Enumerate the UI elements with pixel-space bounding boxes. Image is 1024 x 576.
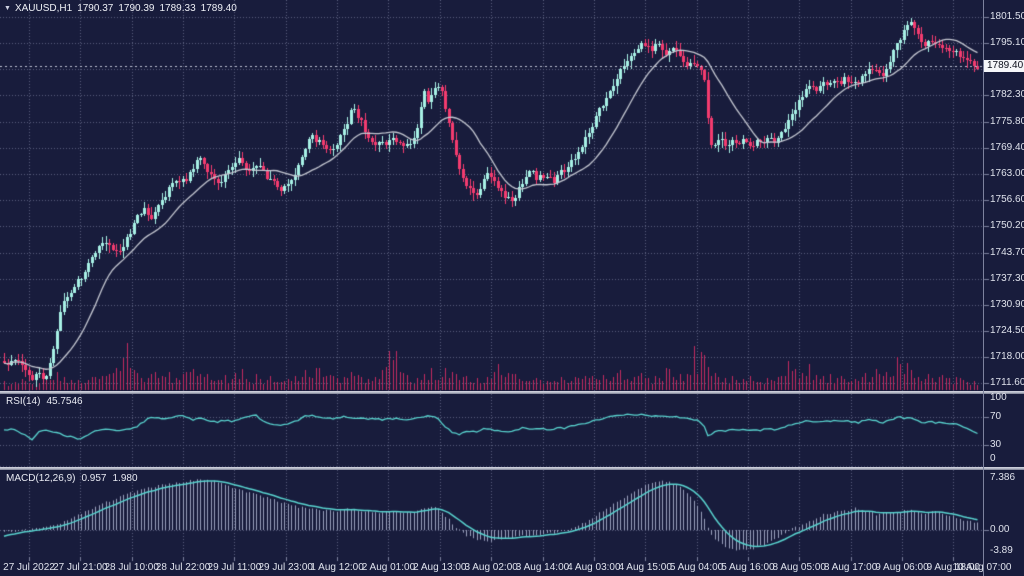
time-axis-label: 2 Aug 13:00 [413, 562, 467, 573]
time-axis-label: 3 Aug 02:00 [464, 562, 518, 573]
time-axis-label: 3 Aug 14:00 [515, 562, 570, 573]
price-axis-label: 1763.00 [990, 168, 1024, 179]
symbol-timeframe-label: XAUUSD,H1 [14, 3, 73, 14]
time-axis-label: 4 Aug 15:00 [618, 562, 672, 573]
time-axis-label: 2 Aug 01:00 [361, 562, 416, 573]
price-axis-label: 1782.30 [990, 89, 1024, 100]
macd-signal-value: 1.980 [112, 473, 138, 484]
price-axis[interactable]: 1801.501795.101788.701782.301775.801769.… [984, 0, 1024, 576]
price-axis-label: 1769.40 [990, 142, 1024, 153]
time-axis-label: 9 Aug 06:00 [875, 562, 929, 573]
macd-main-value: 0.957 [81, 473, 107, 484]
collapse-arrow-icon[interactable]: ▼ [4, 5, 11, 12]
time-axis-label: 28 Jul 10:00 [104, 562, 159, 573]
time-axis-label: 27 Jul 2022 [3, 562, 55, 573]
macd-indicator-label: MACD(12,26,9) 0.957 1.980 [6, 473, 144, 484]
time-axis-label: 8 Aug 05:00 [772, 562, 826, 573]
panel-separator-rsi[interactable] [0, 391, 1024, 394]
price-axis-label: 1795.10 [990, 37, 1024, 48]
rsi-axis-label: 70 [990, 411, 1002, 422]
macd-name: MACD(12,26,9) [6, 473, 76, 484]
price-axis-label: 1743.70 [990, 247, 1024, 258]
macd-axis-label: 0.00 [990, 524, 1010, 535]
chart-header: ▼ XAUUSD,H1 1790.37 1790.39 1789.33 1789.40 [4, 3, 242, 14]
time-axis-label: 8 Aug 17:00 [823, 562, 878, 573]
rsi-name: RSI(14) [6, 396, 41, 407]
price-axis-border [983, 0, 984, 576]
price-axis-label: 1724.50 [990, 325, 1024, 336]
ohlc-open: 1790.37 [77, 3, 114, 14]
time-axis-label: 29 Jul 23:00 [258, 562, 314, 573]
price-axis-label: 1711.60 [990, 377, 1024, 388]
time-axis-label: 28 Jul 22:00 [155, 562, 211, 573]
price-axis-label: 1801.50 [990, 11, 1024, 22]
time-axis-label: 10 Aug 07:00 [952, 562, 1012, 573]
rsi-axis-label: 100 [990, 392, 1007, 403]
time-axis-label: 27 Jul 21:00 [53, 562, 108, 573]
current-price-tag: 1789.40 [984, 60, 1024, 72]
time-axis-label: 29 Jul 11:00 [207, 562, 262, 573]
ohlc-high: 1790.39 [118, 3, 155, 14]
time-axis-label: 4 Aug 03:00 [567, 562, 621, 573]
ohlc-low: 1789.33 [159, 3, 196, 14]
rsi-axis-label: 30 [990, 439, 1002, 450]
price-axis-label: 1718.00 [990, 351, 1024, 362]
time-axis-label: 5 Aug 16:00 [721, 562, 775, 573]
price-axis-label: 1737.30 [990, 273, 1024, 284]
ohlc-close: 1789.40 [200, 3, 237, 14]
macd-axis-label: -3.89 [990, 545, 1013, 556]
panel-separator-macd[interactable] [0, 467, 1024, 470]
price-axis-label: 1730.90 [990, 299, 1024, 310]
time-axis-label: 1 Aug 12:00 [310, 562, 364, 573]
price-axis-label: 1756.60 [990, 194, 1024, 205]
time-axis[interactable]: 27 Jul 2022 27 Jul 21:00 28 Jul 10:00 28 Ju… [0, 557, 1024, 576]
macd-axis-label: 7.386 [990, 472, 1016, 483]
time-axis-label: 5 Aug 04:00 [669, 562, 724, 573]
time-axis-label: 9 Aug 18:00 [926, 562, 980, 573]
rsi-axis-label: 0 [990, 453, 996, 464]
price-axis-label: 1750.20 [990, 220, 1024, 231]
price-axis-label: 1775.80 [990, 116, 1024, 127]
rsi-value: 45.7546 [46, 396, 83, 407]
rsi-indicator-label: RSI(14) 45.7546 [6, 396, 89, 407]
